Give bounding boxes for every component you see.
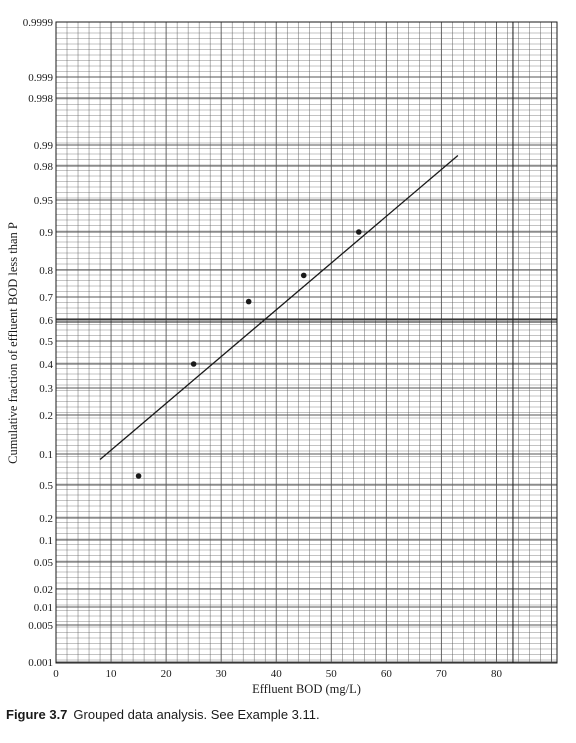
data-point [356, 229, 362, 235]
x-tick-label: 60 [381, 668, 393, 680]
y-tick-label: 0.02 [34, 584, 53, 596]
caption-text: Grouped data analysis. See Example 3.11. [73, 707, 320, 722]
y-tick-label: 0.2 [39, 513, 53, 525]
x-axis-label: Effluent BOD (mg/L) [252, 682, 361, 696]
y-tick-label: 0.7 [39, 292, 53, 304]
y-tick-label: 0.8 [39, 265, 53, 277]
y-tick-label: 0.005 [28, 620, 53, 632]
data-point [135, 473, 142, 479]
y-tick-label: 0.95 [34, 195, 54, 207]
y-tick-labels: 0.9999 0.999 0.998 0.99 0.98 0.95 0.9 0.8 0.7 0.6… [23, 17, 54, 669]
y-tick-label: 0.998 [28, 93, 53, 105]
y-tick-label: 0.001 [28, 657, 53, 669]
y-axis-label: Cumulative fraction of effluent BOD less… [6, 222, 20, 464]
grid [55, 21, 557, 663]
y-tick-label: 0.5 [39, 336, 53, 348]
x-tick-label: 40 [271, 668, 283, 680]
y-tick-label: 0.4 [39, 359, 53, 371]
x-tick-label: 70 [436, 668, 448, 680]
y-tick-label: 0.9 [39, 227, 53, 239]
y-tick-label: 0.1 [39, 449, 53, 461]
chart: 0 10 20 30 40 50 60 70 80 0.99990.9990.9980.990.… [6, 17, 558, 696]
y-tick-label: 0.99 [34, 140, 54, 152]
data-marks [99, 155, 459, 479]
y-tick-label: 0.01 [34, 602, 53, 614]
figure-caption: Figure 3.7 Grouped data analysis. See Exa… [6, 707, 320, 722]
y-tick-label: 0.6 [39, 315, 53, 327]
x-tick-label: 80 [491, 668, 503, 680]
x-tick-label: 30 [216, 668, 228, 680]
y-tick-label: 0.5 [39, 480, 53, 492]
y-tick-label: 0.98 [34, 161, 54, 173]
x-tick-labels: 0 10 20 30 40 50 60 70 80 [53, 668, 502, 680]
figure-number: Figure 3.7 [6, 707, 68, 722]
data-point [245, 298, 252, 305]
data-point [190, 361, 197, 367]
y-tick-label: 0.999 [28, 72, 53, 84]
plot-frame [55, 21, 558, 664]
y-tick-label: 0.1 [39, 535, 53, 547]
x-tick-label: 50 [326, 668, 338, 680]
y-tick-label: 0.9999 [23, 17, 54, 29]
fitted-line [99, 155, 459, 460]
x-tick-label: 20 [161, 668, 173, 680]
data-point [300, 272, 307, 279]
y-tick-label: 0.3 [39, 383, 53, 395]
x-tick-label: 0 [53, 668, 59, 680]
y-tick-label: 0.05 [34, 557, 54, 569]
x-tick-label: 10 [106, 668, 118, 680]
y-tick-label: 0.2 [39, 410, 53, 422]
